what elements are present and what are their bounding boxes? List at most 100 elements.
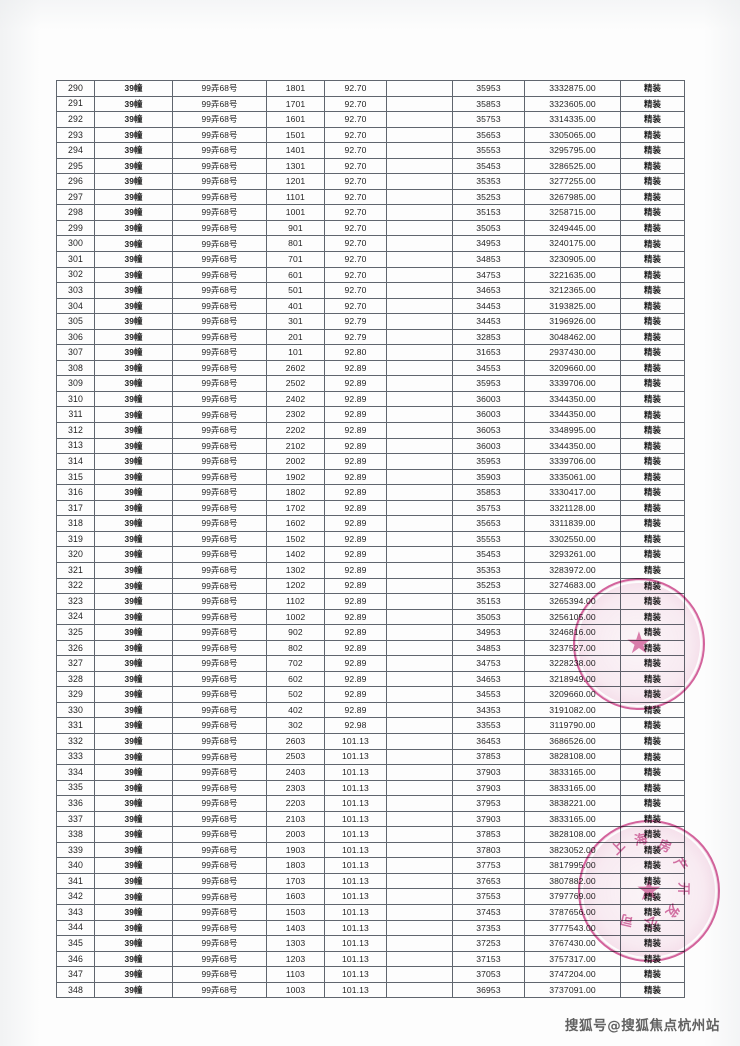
street-address: 99弄68号 (172, 919, 267, 937)
spacer-cell (386, 297, 453, 315)
building-no: 39幢 (94, 328, 173, 346)
table-row: 328 39幢 99弄68号 602 92.89 34653 3218949.00 精装 (56, 670, 685, 688)
unit-no: 1703 (266, 872, 325, 890)
total-price: 3119790.00 (524, 717, 621, 734)
unit-price: 37953 (452, 795, 525, 812)
street-address: 99弄68号 (172, 717, 267, 734)
street-address: 99弄68号 (172, 235, 267, 253)
decoration-type: 精装 (620, 219, 685, 237)
unit-no: 702 (266, 655, 325, 672)
spacer-cell (386, 701, 453, 719)
total-price: 3344350.00 (524, 406, 621, 424)
floor-area: 92.89 (324, 670, 387, 688)
unit-price: 37903 (452, 779, 525, 797)
decoration-type: 精装 (620, 142, 685, 159)
unit-no: 402 (266, 701, 325, 719)
street-address: 99弄68号 (172, 219, 267, 237)
row-index: 336 (56, 795, 95, 812)
total-price: 3348995.00 (524, 422, 621, 439)
floor-area: 92.89 (324, 577, 387, 595)
unit-price: 35353 (452, 173, 525, 190)
spacer-cell (386, 624, 453, 641)
spacer-cell (386, 468, 453, 486)
unit-price: 34653 (452, 282, 525, 299)
unit-no: 1003 (266, 981, 325, 999)
street-address: 99弄68号 (172, 608, 267, 626)
unit-no: 2203 (266, 795, 325, 812)
table-row: 333 39幢 99弄68号 2503 101.13 37853 3828108.00 精装 (56, 748, 685, 766)
spacer-cell (386, 717, 453, 734)
table-row: 311 39幢 99弄68号 2302 92.89 36003 3344350.00 精装 (56, 406, 685, 424)
floor-area: 92.89 (324, 499, 387, 517)
spacer-cell (386, 282, 453, 299)
unit-no: 101 (266, 344, 325, 361)
decoration-type: 精装 (620, 188, 685, 206)
unit-price: 34853 (452, 639, 525, 657)
total-price: 3283972.00 (524, 561, 621, 579)
row-index: 348 (56, 981, 95, 999)
unit-no: 901 (266, 219, 325, 237)
row-index: 337 (56, 810, 95, 828)
street-address: 99弄68号 (172, 546, 267, 563)
decoration-type: 精装 (620, 313, 685, 330)
decoration-type: 精装 (620, 795, 685, 812)
unit-no: 2202 (266, 422, 325, 439)
row-index: 334 (56, 764, 95, 781)
spacer-cell (386, 359, 453, 377)
building-no: 39幢 (94, 701, 173, 719)
unit-price: 35853 (452, 95, 525, 113)
table-row: 340 39幢 99弄68号 1803 101.13 37753 3817995.00 精装 (56, 857, 685, 874)
spacer-cell (386, 95, 453, 113)
floor-area: 92.89 (324, 608, 387, 626)
table-row: 302 39幢 99弄68号 601 92.70 34753 3221635.00 精装 (56, 266, 685, 284)
floor-area: 92.70 (324, 80, 387, 97)
unit-no: 1702 (266, 499, 325, 517)
total-price: 3833165.00 (524, 810, 621, 828)
total-price: 3191082.00 (524, 701, 621, 719)
unit-price: 31653 (452, 344, 525, 361)
table-row: 320 39幢 99弄68号 1402 92.89 35453 3293261.00 精装 (56, 546, 685, 563)
decoration-type: 精装 (620, 437, 685, 455)
unit-price: 37253 (452, 935, 525, 952)
unit-no: 1101 (266, 188, 325, 206)
unit-no: 2102 (266, 437, 325, 455)
total-price: 3757317.00 (524, 950, 621, 968)
table-row: 337 39幢 99弄68号 2103 101.13 37903 3833165.00 精装 (56, 810, 685, 828)
unit-price: 36053 (452, 422, 525, 439)
spacer-cell (386, 390, 453, 408)
unit-price: 34553 (452, 686, 525, 703)
total-price: 3209660.00 (524, 359, 621, 377)
decoration-type: 精装 (620, 530, 685, 548)
spacer-cell (386, 764, 453, 781)
spacer-cell (386, 484, 453, 501)
floor-area: 92.70 (324, 111, 387, 128)
row-index: 317 (56, 499, 95, 517)
street-address: 99弄68号 (172, 655, 267, 672)
total-price: 3228238.00 (524, 655, 621, 672)
unit-price: 37903 (452, 764, 525, 781)
floor-area: 92.89 (324, 561, 387, 579)
unit-no: 1403 (266, 919, 325, 937)
decoration-type: 精装 (620, 670, 685, 688)
building-no: 39幢 (94, 795, 173, 812)
unit-no: 2403 (266, 764, 325, 781)
building-no: 39幢 (94, 732, 173, 750)
total-price: 3344350.00 (524, 390, 621, 408)
table-row: 348 39幢 99弄68号 1003 101.13 36953 3737091.00 精装 (56, 981, 685, 999)
table-row: 306 39幢 99弄68号 201 92.79 32853 3048462.00 精装 (56, 328, 685, 346)
spacer-cell (386, 561, 453, 579)
row-index: 319 (56, 530, 95, 548)
building-no: 39幢 (94, 903, 173, 921)
building-no: 39幢 (94, 950, 173, 968)
unit-no: 1601 (266, 111, 325, 128)
floor-area: 101.13 (324, 810, 387, 828)
table-row: 304 39幢 99弄68号 401 92.70 34453 3193825.00 精装 (56, 297, 685, 315)
spacer-cell (386, 173, 453, 190)
decoration-type: 精装 (620, 282, 685, 299)
unit-no: 2402 (266, 390, 325, 408)
total-price: 2937430.00 (524, 344, 621, 361)
unit-no: 1202 (266, 577, 325, 595)
spacer-cell (386, 872, 453, 890)
unit-no: 2502 (266, 375, 325, 392)
floor-area: 92.70 (324, 251, 387, 268)
